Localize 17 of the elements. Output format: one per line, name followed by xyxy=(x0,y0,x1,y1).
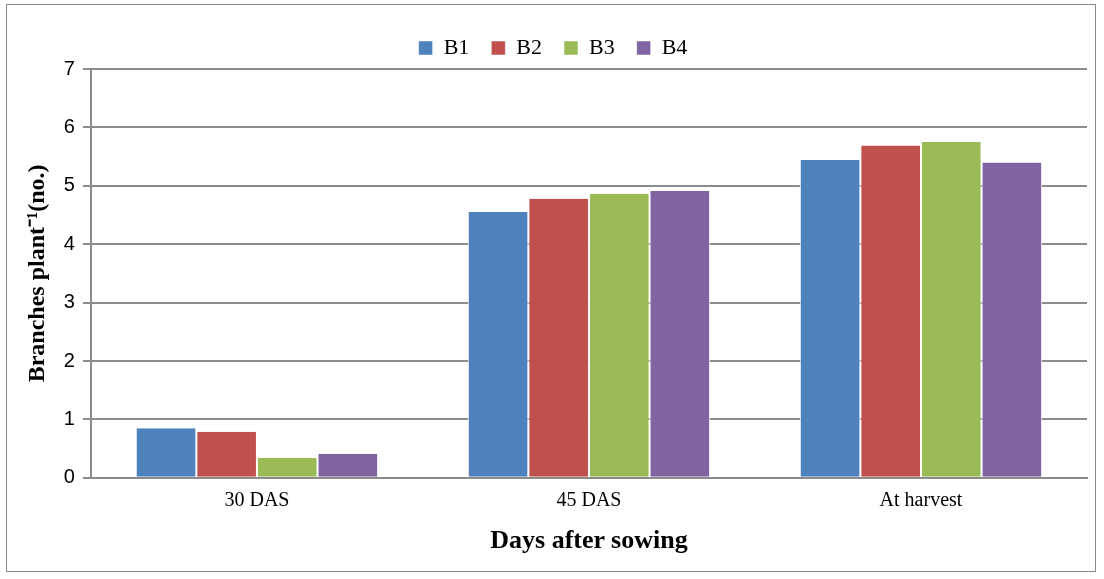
y-tick-label: 5 xyxy=(63,173,75,196)
x-tick-label: 30 DAS xyxy=(224,488,290,511)
x-tick-label: 45 DAS xyxy=(556,488,622,511)
y-tick-label: 7 xyxy=(63,56,75,79)
y-tick-label: 6 xyxy=(63,114,75,137)
x-axis-title: Days after sowing xyxy=(490,525,688,555)
legend-label: B3 xyxy=(589,33,615,59)
x-tick-label: At harvest xyxy=(879,488,963,511)
y-axis-title: Branches plant⁻¹(no.) xyxy=(22,164,49,383)
y-tick-label: 2 xyxy=(63,348,75,371)
legend-label: B4 xyxy=(661,33,688,59)
y-tick-label: 4 xyxy=(63,231,75,254)
y-tick-label: 0 xyxy=(63,465,75,488)
legend-label: B1 xyxy=(443,33,470,59)
legend-label: B2 xyxy=(516,33,543,59)
y-tick-label: 1 xyxy=(63,406,75,429)
y-tick-label: 3 xyxy=(63,290,75,313)
